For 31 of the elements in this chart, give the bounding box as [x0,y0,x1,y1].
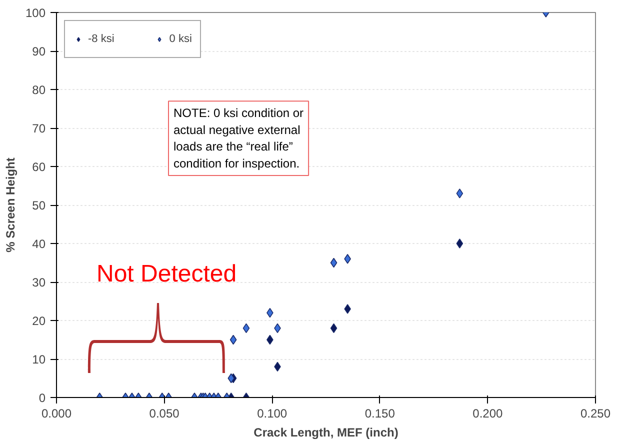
point [242,323,250,334]
y-tick-label: 90 [32,44,46,58]
x-tick-label: 0.000 [41,406,72,420]
x-tick-label: 0.250 [580,406,611,420]
point [456,238,464,248]
y-tick-label: 10 [32,352,46,366]
y-axis-title: % Screen Height [3,158,18,252]
annotation: Not Detected [96,260,237,288]
legend-label: 0 ksi [169,33,192,45]
y-tick-label: 80 [32,83,46,97]
y-tick-label: 60 [32,160,46,174]
point [230,334,237,345]
point [344,254,351,264]
point [344,304,351,314]
point [330,258,338,268]
x-tick-label: 0.050 [149,406,180,420]
annotation: NOTE: 0 ksi condition or actual negative external loads are the “real life” condition for inspection. [174,106,304,170]
x-tick-label: 0.150 [364,406,396,420]
x-tick-label: 0.200 [472,406,504,420]
y-tick-label: 40 [32,237,46,251]
legend-label: -8 ksi [88,33,114,45]
y-tick-label: 20 [32,314,46,328]
x-tick-label: 0.100 [257,406,288,420]
point [330,323,338,334]
y-tick-label: 0 [38,391,46,405]
x-axis-title: Crack Length, MEF (inch) [254,426,398,440]
y-tick-label: 100 [25,6,46,20]
y-tick-label: 70 [32,122,46,136]
y-tick-label: 50 [32,198,46,212]
point [456,188,464,198]
y-tick-label: 30 [32,276,46,290]
